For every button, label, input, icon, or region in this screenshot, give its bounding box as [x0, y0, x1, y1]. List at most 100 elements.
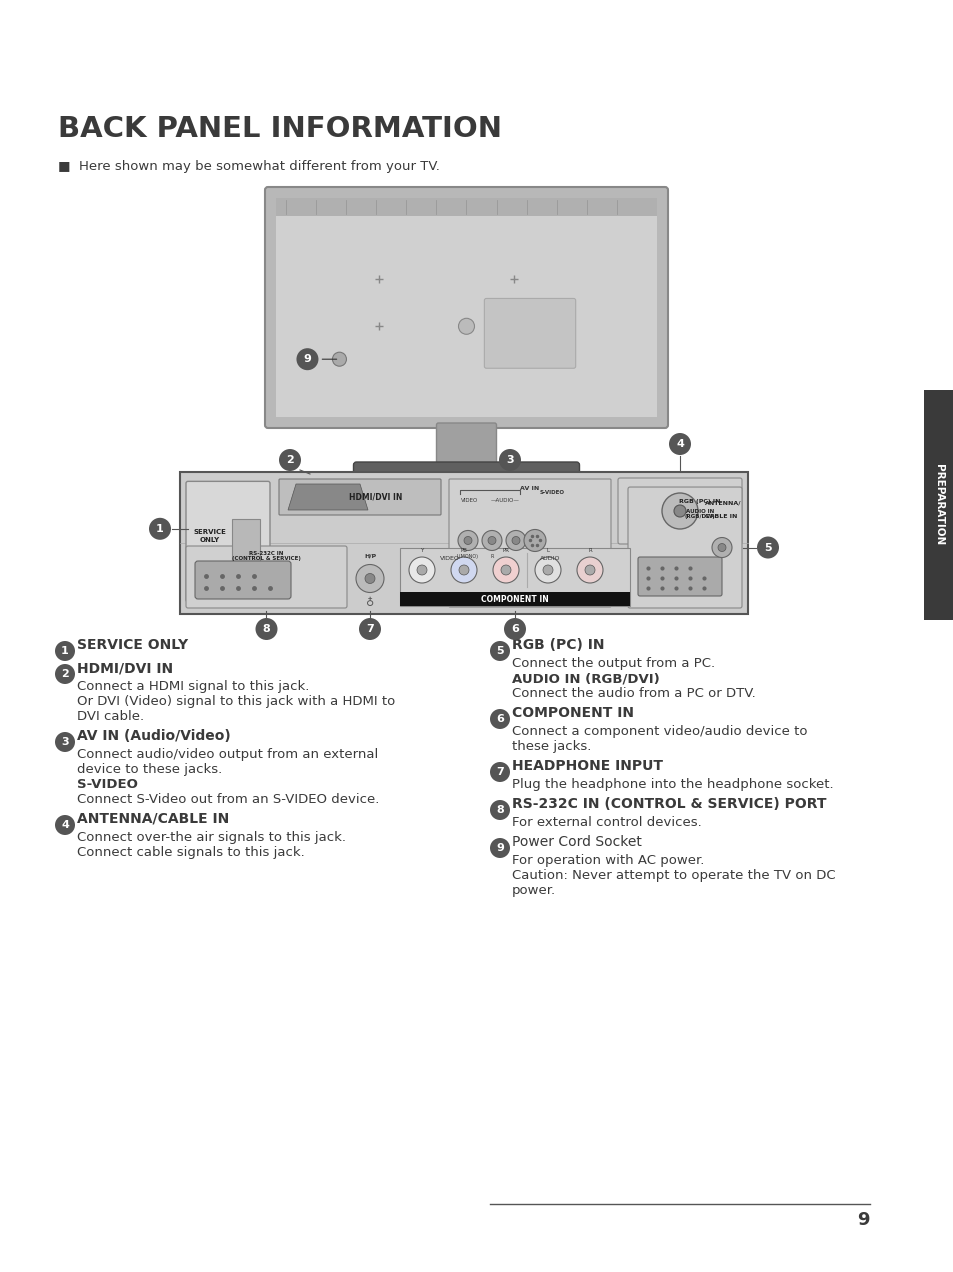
- Circle shape: [463, 537, 472, 544]
- Text: COMPONENT IN: COMPONENT IN: [480, 594, 548, 603]
- Circle shape: [490, 838, 510, 859]
- Text: 7: 7: [496, 767, 503, 777]
- FancyBboxPatch shape: [354, 462, 578, 500]
- Circle shape: [577, 557, 602, 583]
- Text: 2: 2: [61, 669, 69, 679]
- Text: 6: 6: [496, 714, 503, 724]
- Text: For external control devices.: For external control devices.: [512, 817, 701, 829]
- FancyBboxPatch shape: [186, 481, 270, 602]
- Text: CABLE IN: CABLE IN: [704, 514, 737, 519]
- Text: VIDEO: VIDEO: [461, 497, 478, 502]
- Text: RGB (PC) IN: RGB (PC) IN: [679, 499, 720, 504]
- Text: R: R: [587, 548, 591, 553]
- Circle shape: [661, 494, 698, 529]
- Text: 3: 3: [506, 455, 514, 466]
- Text: PREPARATION: PREPARATION: [933, 464, 943, 546]
- Text: AUDIO: AUDIO: [539, 556, 559, 561]
- Text: 8: 8: [262, 625, 270, 633]
- FancyBboxPatch shape: [265, 187, 667, 427]
- Text: Connect the audio from a PC or DTV.: Connect the audio from a PC or DTV.: [512, 687, 755, 700]
- Bar: [232, 519, 260, 579]
- Text: 4: 4: [676, 439, 683, 449]
- Circle shape: [757, 537, 779, 558]
- Circle shape: [505, 530, 525, 551]
- Circle shape: [296, 349, 318, 370]
- Text: SERVICE ONLY: SERVICE ONLY: [77, 639, 188, 653]
- Circle shape: [503, 618, 525, 640]
- Text: 2: 2: [286, 455, 294, 466]
- Circle shape: [490, 800, 510, 820]
- Text: 5: 5: [763, 543, 771, 552]
- Circle shape: [523, 529, 545, 552]
- Circle shape: [457, 530, 477, 551]
- Circle shape: [718, 543, 725, 552]
- Text: Power Cord Socket: Power Cord Socket: [512, 834, 641, 848]
- Bar: [399, 591, 629, 605]
- Text: ■  Here shown may be somewhat different from your TV.: ■ Here shown may be somewhat different f…: [58, 160, 439, 173]
- Text: H/P: H/P: [363, 553, 375, 558]
- Circle shape: [668, 432, 690, 455]
- Text: Connect a HDMI signal to this jack.: Connect a HDMI signal to this jack.: [77, 681, 309, 693]
- Circle shape: [55, 641, 75, 661]
- Circle shape: [493, 557, 518, 583]
- Text: power.: power.: [512, 884, 556, 897]
- Circle shape: [55, 664, 75, 684]
- Polygon shape: [288, 485, 368, 510]
- Circle shape: [409, 557, 435, 583]
- Text: 9: 9: [303, 354, 311, 364]
- Text: AUDIO IN (RGB/DVI): AUDIO IN (RGB/DVI): [512, 672, 659, 686]
- Bar: [923, 391, 953, 619]
- Circle shape: [55, 815, 75, 834]
- Text: L(MONO): L(MONO): [456, 555, 478, 560]
- Text: S-VIDEO: S-VIDEO: [539, 490, 564, 495]
- Text: 7: 7: [366, 625, 374, 633]
- Circle shape: [355, 565, 384, 593]
- Text: 5: 5: [496, 646, 503, 656]
- Circle shape: [535, 557, 560, 583]
- Text: AV IN: AV IN: [519, 486, 539, 491]
- FancyBboxPatch shape: [484, 299, 575, 369]
- Text: VIDEO: VIDEO: [439, 556, 459, 561]
- Text: RS-232C IN
(CONTROL & SERVICE): RS-232C IN (CONTROL & SERVICE): [232, 551, 300, 561]
- Text: HDMI/DVI IN: HDMI/DVI IN: [77, 661, 172, 675]
- Circle shape: [458, 318, 474, 335]
- Text: ANTENNA/CABLE IN: ANTENNA/CABLE IN: [77, 812, 229, 826]
- FancyBboxPatch shape: [194, 561, 291, 599]
- Text: 1: 1: [156, 524, 164, 534]
- Text: Or DVI (Video) signal to this jack with a HDMI to: Or DVI (Video) signal to this jack with …: [77, 695, 395, 709]
- FancyBboxPatch shape: [638, 557, 721, 597]
- Text: For operation with AC power.: For operation with AC power.: [512, 854, 703, 868]
- Circle shape: [673, 505, 685, 516]
- FancyBboxPatch shape: [278, 480, 440, 515]
- Text: DVI cable.: DVI cable.: [77, 710, 144, 722]
- Text: BACK PANEL INFORMATION: BACK PANEL INFORMATION: [58, 114, 501, 142]
- Bar: [275, 198, 657, 417]
- Circle shape: [458, 565, 469, 575]
- Text: Connect S-Video out from an S-VIDEO device.: Connect S-Video out from an S-VIDEO devi…: [77, 792, 379, 806]
- Text: device to these jacks.: device to these jacks.: [77, 763, 222, 776]
- Circle shape: [488, 537, 496, 544]
- Text: HDMI/DVI IN: HDMI/DVI IN: [349, 492, 402, 501]
- Text: 3: 3: [61, 736, 69, 747]
- Circle shape: [490, 762, 510, 782]
- Circle shape: [711, 538, 731, 557]
- Circle shape: [512, 537, 519, 544]
- Text: 1: 1: [61, 646, 69, 656]
- Text: 9: 9: [496, 843, 503, 854]
- Text: HEADPHONE INPUT: HEADPHONE INPUT: [512, 759, 662, 773]
- Text: R: R: [490, 555, 493, 560]
- Circle shape: [584, 565, 595, 575]
- Text: 6: 6: [511, 625, 518, 633]
- Text: Plug the headphone into the headphone socket.: Plug the headphone into the headphone so…: [512, 778, 833, 791]
- Circle shape: [542, 565, 553, 575]
- Text: RS-232C IN (CONTROL & SERVICE) PORT: RS-232C IN (CONTROL & SERVICE) PORT: [512, 798, 825, 812]
- FancyBboxPatch shape: [436, 424, 496, 467]
- Circle shape: [278, 449, 301, 471]
- Text: PR: PR: [502, 548, 509, 553]
- Circle shape: [481, 530, 501, 551]
- Text: Y: Y: [420, 548, 423, 553]
- Bar: [180, 472, 747, 614]
- Text: L: L: [546, 548, 549, 553]
- Bar: [275, 198, 657, 216]
- Circle shape: [55, 731, 75, 752]
